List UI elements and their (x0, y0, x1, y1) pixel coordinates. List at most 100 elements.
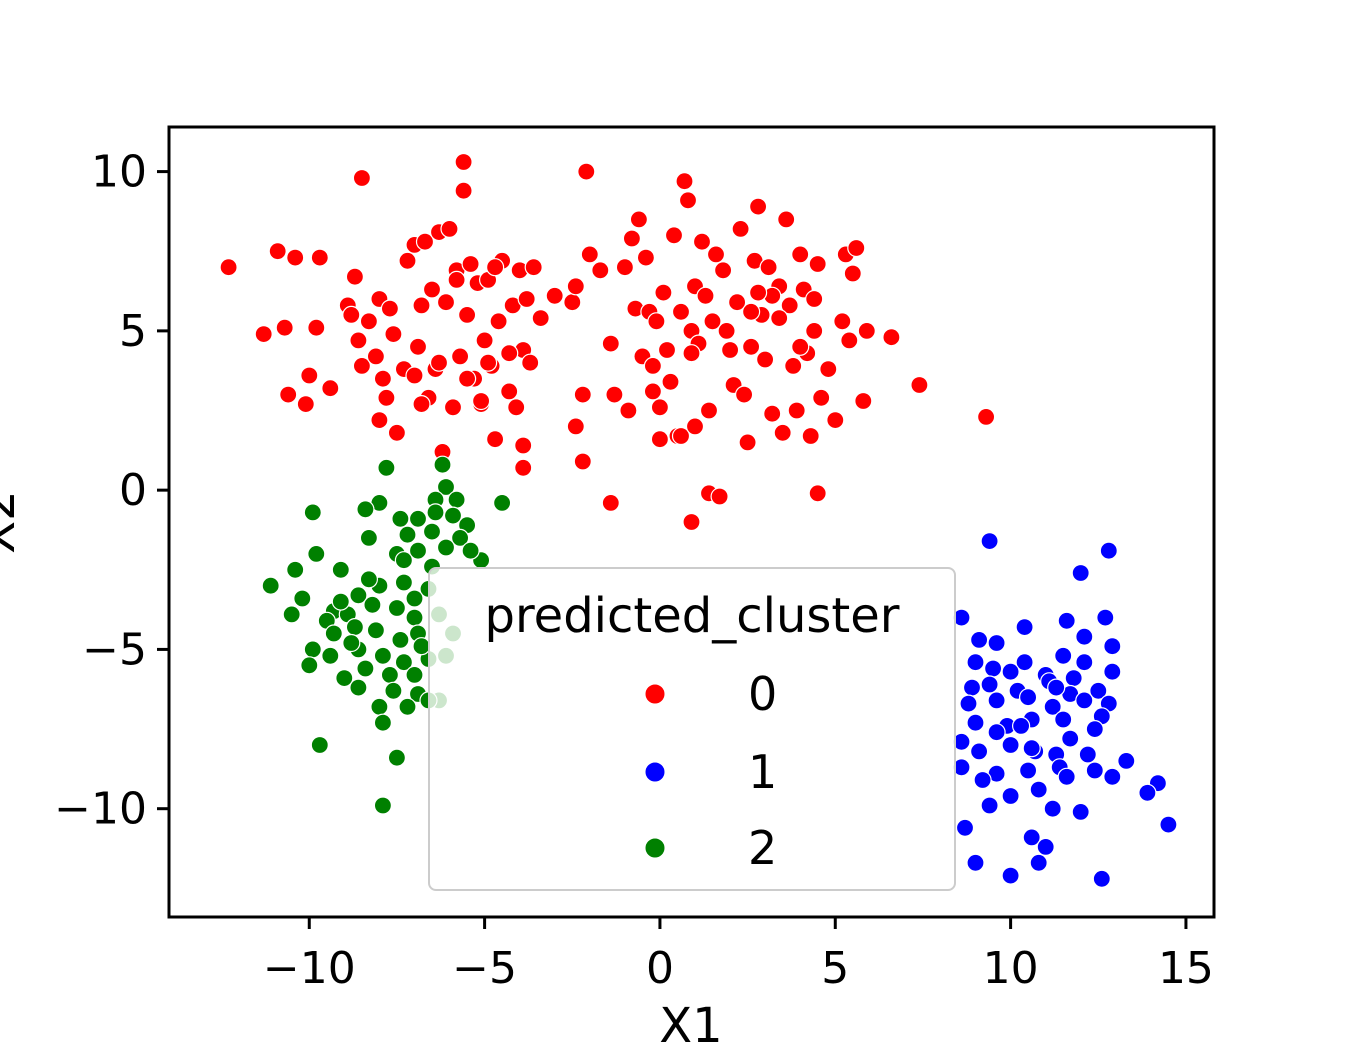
point-cluster-0-117 (773, 423, 792, 442)
point-cluster-1-42 (1001, 735, 1020, 755)
point-cluster-2-49 (373, 646, 392, 665)
point-cluster-0-61 (517, 289, 536, 309)
point-cluster-0-2 (268, 242, 287, 261)
point-cluster-0-63 (524, 258, 543, 277)
point-cluster-2-16 (422, 522, 442, 541)
point-cluster-1-59 (1043, 799, 1062, 818)
point-cluster-0-74 (605, 385, 624, 404)
point-cluster-0-17 (359, 312, 378, 331)
point-cluster-0-67 (566, 417, 585, 436)
point-cluster-1-49 (1018, 761, 1038, 780)
point-cluster-2-38 (387, 598, 406, 618)
point-cluster-1-26 (959, 694, 978, 713)
point-cluster-0-85 (650, 430, 670, 449)
point-cluster-0-9 (310, 248, 329, 267)
point-cluster-0-18 (366, 347, 385, 366)
point-cluster-2-25 (394, 551, 413, 570)
point-cluster-0-54 (500, 382, 519, 401)
y-tick-label: 0 (119, 465, 147, 516)
legend-box (428, 567, 956, 891)
x-tick-label: −5 (452, 943, 517, 994)
point-cluster-0-109 (741, 337, 761, 356)
point-cluster-0-107 (734, 385, 754, 404)
point-cluster-1-51 (1085, 761, 1104, 780)
legend-marker-1 (644, 761, 666, 783)
point-cluster-0-65 (563, 293, 582, 312)
point-cluster-0-37 (440, 219, 459, 238)
point-cluster-1-14 (1075, 653, 1094, 672)
point-cluster-0-145 (710, 487, 729, 506)
point-cluster-0-131 (833, 312, 852, 331)
point-cluster-2-14 (359, 528, 378, 548)
x-tick-label: 0 (646, 943, 674, 994)
point-cluster-0-40 (451, 347, 470, 366)
point-cluster-0-151 (458, 369, 477, 388)
point-cluster-0-115 (763, 404, 782, 423)
legend-label-0: 0 (748, 667, 777, 721)
x-axis: −10 −5 0 5 10 15 (263, 917, 1214, 994)
point-cluster-0-24 (387, 423, 406, 442)
point-cluster-0-146 (601, 493, 620, 512)
point-cluster-2-32 (394, 573, 413, 592)
point-cluster-0-60 (514, 458, 533, 477)
y-axis: −10 −5 0 5 10 (54, 147, 169, 835)
point-cluster-2-63 (398, 697, 417, 716)
point-cluster-0-160 (682, 344, 701, 363)
y-tick-label: −10 (54, 784, 147, 835)
point-cluster-1-7 (969, 630, 989, 650)
point-cluster-1-63 (1022, 828, 1041, 847)
point-cluster-0-20 (373, 369, 392, 388)
point-cluster-0-137 (857, 321, 876, 340)
point-cluster-0-16 (352, 356, 371, 375)
point-cluster-1-71 (1022, 739, 1041, 758)
point-cluster-2-0 (377, 458, 396, 477)
point-cluster-0-89 (664, 226, 684, 245)
point-cluster-2-10 (408, 509, 428, 528)
point-cluster-2-2 (436, 477, 456, 497)
point-cluster-1-11 (966, 653, 985, 672)
point-cluster-1-67 (1001, 866, 1020, 885)
point-cluster-2-54 (335, 668, 354, 688)
point-cluster-2-66 (310, 735, 329, 755)
point-cluster-1-62 (955, 818, 975, 837)
point-cluster-2-11 (426, 503, 445, 522)
point-cluster-1-32 (966, 713, 985, 732)
point-cluster-0-66 (566, 277, 585, 296)
point-cluster-2-67 (387, 748, 406, 767)
point-cluster-2-18 (307, 544, 326, 564)
points-layer (219, 152, 1178, 888)
point-cluster-2-74 (359, 570, 378, 589)
x-axis-label: X1 (659, 998, 722, 1050)
point-cluster-2-7 (303, 503, 322, 522)
point-cluster-2-27 (261, 576, 280, 595)
point-cluster-1-66 (966, 853, 985, 872)
point-cluster-2-5 (447, 490, 466, 509)
point-cluster-0-76 (619, 401, 638, 420)
point-cluster-0-111 (748, 197, 768, 216)
point-cluster-1-58 (980, 796, 999, 815)
point-cluster-1-4 (1015, 617, 1034, 637)
point-cluster-0-75 (615, 258, 635, 277)
point-cluster-0-147 (370, 411, 389, 430)
point-cluster-0-72 (591, 261, 610, 280)
point-cluster-1-45 (1078, 745, 1097, 764)
point-cluster-0-129 (819, 360, 838, 379)
point-cluster-0-86 (654, 283, 673, 302)
point-cluster-0-44 (461, 254, 480, 274)
point-cluster-0-140 (976, 407, 996, 426)
point-cluster-0-97 (692, 232, 712, 251)
point-cluster-2-44 (391, 630, 410, 650)
point-cluster-2-42 (345, 617, 364, 637)
point-cluster-1-38 (987, 723, 1006, 742)
point-cluster-0-135 (847, 238, 866, 258)
point-cluster-0-32 (422, 280, 442, 299)
point-cluster-1-54 (1029, 780, 1048, 799)
point-cluster-1-69 (1092, 869, 1111, 888)
point-cluster-1-20 (962, 678, 982, 697)
point-cluster-0-165 (791, 337, 810, 356)
point-cluster-1-0 (980, 531, 999, 551)
point-cluster-2-75 (461, 541, 480, 560)
point-cluster-0-73 (601, 334, 620, 353)
point-cluster-0-152 (472, 391, 491, 411)
point-cluster-0-125 (801, 426, 820, 446)
